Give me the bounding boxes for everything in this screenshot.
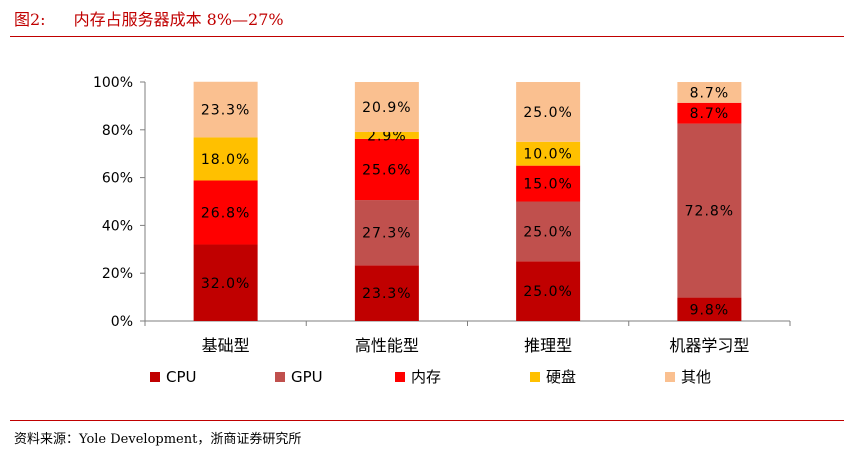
title-divider [10, 36, 844, 37]
data-label: 23.3% [362, 286, 411, 302]
legend-label: CPU [166, 368, 197, 386]
bar-segment [193, 81, 258, 138]
stacked-bar-chart: 0% 20% 40% 60% 80% 100% 32.0% 26.8% 18.0% 23.3% 基础… [93, 75, 791, 386]
bar-segment [354, 200, 419, 266]
legend-label: 内存 [411, 368, 441, 386]
legend-swatch [530, 372, 540, 382]
bar-segment [354, 82, 419, 132]
legend-swatch [395, 372, 405, 382]
x-category-label: 基础型 [202, 336, 250, 355]
y-tick-label: 0% [111, 314, 133, 330]
data-label: 15.0% [523, 177, 572, 193]
y-tick-label: 80% [102, 123, 133, 139]
bar-segment [677, 123, 742, 298]
x-category-label: 高性能型 [355, 336, 419, 355]
data-label: 25.0% [523, 224, 572, 240]
source-note: 资料来源：Yole Development，浙商证券研究所 [14, 432, 302, 447]
bar-segment [677, 82, 742, 103]
data-label: 32.0% [201, 276, 250, 292]
data-label: 25.0% [523, 105, 572, 121]
y-tick-label: 40% [102, 218, 133, 234]
legend-label: 其他 [681, 368, 711, 386]
data-label: 72.8% [685, 204, 734, 220]
bar-segment [193, 137, 258, 181]
legend-label: 硬盘 [546, 368, 576, 386]
data-label: 23.3% [201, 103, 250, 119]
data-label: 20.9% [362, 100, 411, 116]
data-label: 25.0% [523, 284, 572, 300]
bar-segment [354, 265, 419, 321]
bar-segment [354, 131, 419, 139]
source-divider [10, 420, 844, 421]
data-label: 10.0% [523, 147, 572, 163]
legend-swatch [150, 372, 160, 382]
bar-segment [677, 102, 742, 124]
bar-segment [516, 201, 581, 262]
bar-segment [354, 138, 419, 201]
bar-segment [193, 180, 258, 245]
data-label: 26.8% [201, 205, 250, 221]
figure-number: 图2: [14, 10, 46, 29]
data-label: 8.7% [690, 85, 730, 101]
data-label: 18.0% [201, 152, 250, 168]
legend-label: GPU [291, 368, 323, 386]
y-tick-label: 100% [93, 75, 133, 91]
data-label: 2.9% [367, 128, 407, 144]
legend-swatch [665, 372, 675, 382]
data-label: 8.7% [690, 106, 730, 122]
bar-segment [677, 297, 742, 321]
data-label: 9.8% [690, 302, 730, 318]
data-label: 25.6% [362, 162, 411, 178]
figure-title-text: 内存占服务器成本 8%—27% [73, 10, 284, 29]
bar-segment [516, 141, 581, 166]
bar-segment [516, 261, 581, 321]
figure-title: 图2: 内存占服务器成本 8%—27% [14, 6, 284, 30]
x-category-label: 推理型 [524, 336, 572, 355]
x-category-label: 机器学习型 [669, 336, 749, 355]
legend-swatch [275, 372, 285, 382]
y-tick-label: 60% [102, 171, 133, 187]
bar-segment [516, 165, 581, 202]
bar-segment [193, 244, 258, 321]
y-tick-label: 20% [102, 266, 133, 282]
data-label: 27.3% [362, 226, 411, 242]
bar-segment [516, 82, 581, 142]
